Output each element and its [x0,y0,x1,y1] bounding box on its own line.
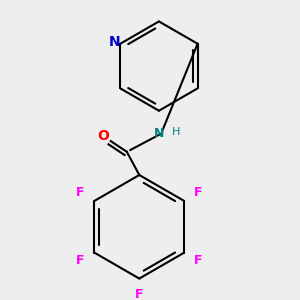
Text: F: F [194,186,202,200]
Text: F: F [76,186,85,200]
Text: F: F [135,288,143,300]
Text: F: F [194,254,202,267]
Text: O: O [98,129,110,143]
Text: N: N [154,128,164,140]
Text: F: F [76,254,85,267]
Text: H: H [171,127,180,137]
Text: N: N [109,35,121,49]
